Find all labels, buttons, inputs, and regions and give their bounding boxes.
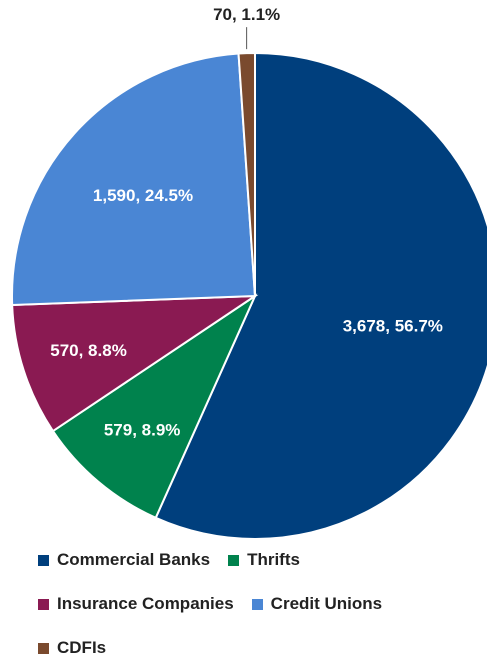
legend-label: Commercial Banks xyxy=(57,550,211,569)
slice-label-commercial-banks: 3,678, 56.7% xyxy=(343,316,443,335)
legend-item-commercial-banks: Commercial Banks xyxy=(38,550,210,570)
legend-row: Commercial Banks Thrifts xyxy=(38,538,478,582)
slice-label-cdfis: 70, 1.1% xyxy=(213,5,280,24)
pie-slices xyxy=(11,51,487,540)
legend-item-insurance-companies: Insurance Companies xyxy=(38,594,234,614)
legend-item-thrifts: Thrifts xyxy=(228,550,300,570)
legend-row: CDFIs xyxy=(38,626,478,670)
legend-label: CDFIs xyxy=(57,638,107,657)
pie-slice-commercial-banks xyxy=(154,51,487,540)
legend-label: Thrifts xyxy=(247,550,300,569)
slice-label-credit-unions: 1,590, 24.5% xyxy=(93,186,193,205)
pie-slice-credit-unions xyxy=(11,52,257,307)
legend-swatch xyxy=(38,598,49,610)
legend-swatch xyxy=(251,598,263,610)
pie-chart: 3,678, 56.7% 579, 8.9% 570, 8.8% 1,590, 24.… xyxy=(11,5,487,540)
legend-swatch xyxy=(38,642,49,654)
slice-label-thrifts: 579, 8.9% xyxy=(104,421,181,440)
slice-label-insurance-companies: 570, 8.8% xyxy=(50,341,127,360)
legend-row: Insurance Companies Credit Unions xyxy=(38,582,478,626)
pie-labels: 3,678, 56.7% 579, 8.9% 570, 8.8% 1,590, 24.… xyxy=(50,5,443,440)
pie-slice-insurance-companies xyxy=(11,294,259,433)
pie-slice-thrifts xyxy=(51,293,258,520)
pie-slice-cdfis xyxy=(237,51,256,297)
legend-swatch xyxy=(38,554,49,566)
legend-item-credit-unions: Credit Unions xyxy=(251,594,383,614)
legend: Commercial Banks Thrifts Insurance Compa… xyxy=(38,538,478,670)
legend-swatch xyxy=(228,554,240,566)
legend-label: Credit Unions xyxy=(270,594,383,613)
legend-item-cdfis: CDFIs xyxy=(38,638,106,658)
legend-label: Insurance Companies xyxy=(57,594,234,613)
